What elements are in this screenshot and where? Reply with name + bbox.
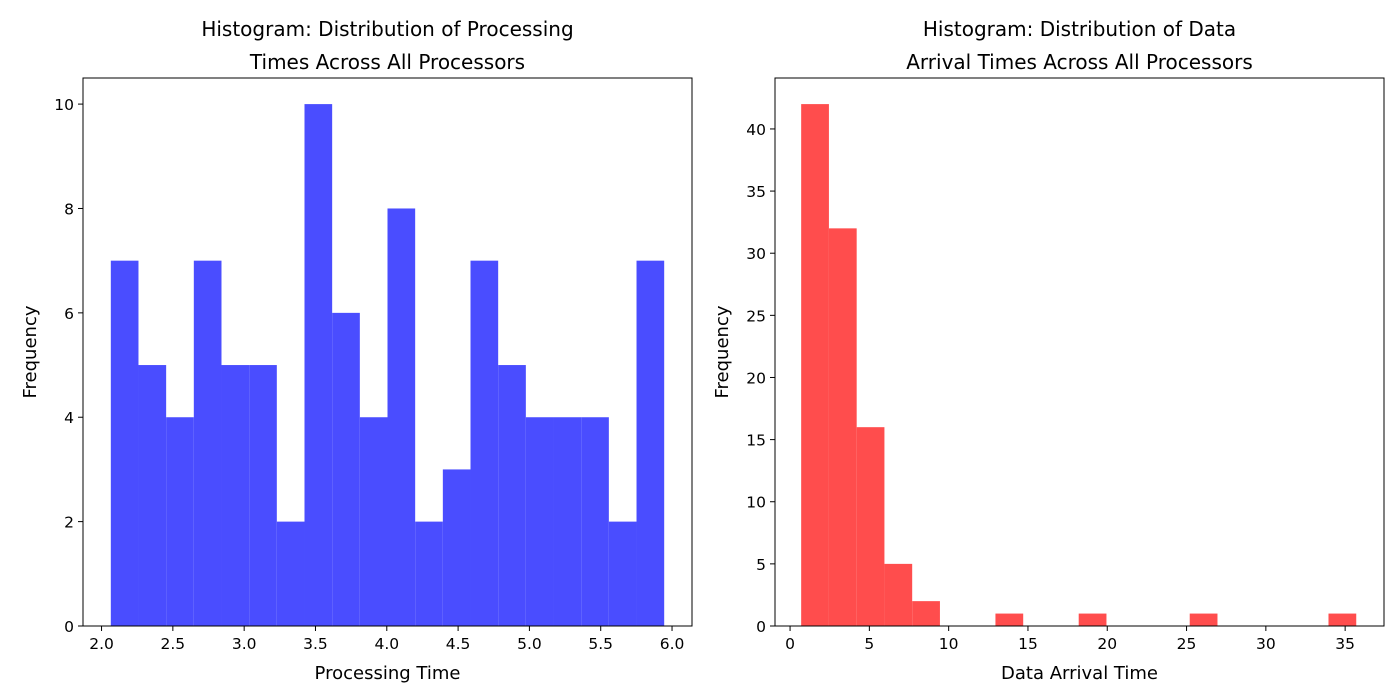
processing-bar-20 [636,260,665,626]
arrival-x-tick-label: 5 [864,635,874,653]
processing-y-tick-label: 10 [54,96,74,114]
arrival-y-tick-label: 25 [746,307,766,325]
arrival-time-histogram-panel: 0 5 10 15 20 25 30 35 0 5 10 15 20 25 30 35 40 Histogram:… [712,17,1385,684]
arrival-axes-frame [774,77,1385,627]
processing-bar-3 [166,417,194,626]
arrival-bar-2 [828,228,857,626]
arrival-bar-4 [884,563,913,626]
processing-bar-1 [110,260,139,626]
arrival-bar-11 [1078,613,1107,626]
processing-bar-5 [221,365,250,626]
processing-bar-18 [581,417,609,626]
arrival-y-tick-label: 10 [746,494,766,512]
arrival-bar-8 [995,613,1024,626]
processing-chart-title-line-1: Histogram: Distribution of Processing [201,17,573,41]
arrival-y-tick-label: 35 [746,183,766,201]
processing-x-tick-label: 2.0 [89,635,114,653]
arrival-y-axis-label: Frequency [712,305,733,398]
arrival-y-tick-label: 15 [746,432,766,450]
processing-bar-8 [304,104,333,627]
arrival-y-tick-label: 30 [746,245,766,263]
arrival-bar-15 [1189,613,1218,626]
processing-x-tick-label: 3.0 [232,635,257,653]
processing-x-tick-label: 4.0 [374,635,399,653]
arrival-x-axis-label: Data Arrival Time [1001,663,1158,684]
processing-y-tick-label: 4 [64,409,74,427]
arrival-x-tick-label: 15 [1018,635,1038,653]
processing-x-tick-label: 5.5 [588,635,613,653]
processing-axes-frame [82,77,693,627]
processing-bar-10 [359,417,388,626]
processing-bar-4 [193,260,222,626]
arrival-chart-title-line-2: Arrival Times Across All Processors [906,50,1253,74]
processing-bar-13 [442,469,471,626]
arrival-chart-title-line-1: Histogram: Distribution of Data [923,17,1236,41]
processing-y-tick-label: 6 [64,305,74,323]
processing-y-tick-label: 0 [64,618,74,636]
processing-x-tick-label: 2.5 [161,635,186,653]
arrival-y-tick-label: 0 [756,618,766,636]
processing-y-tick-label: 2 [64,514,74,532]
processing-x-tick-label: 6.0 [660,635,685,653]
processing-bar-2 [138,365,167,626]
processing-x-tick-label: 5.0 [517,635,542,653]
arrival-x-tick-label: 35 [1335,635,1355,653]
arrival-bar-5 [912,601,940,626]
processing-bar-19 [608,521,637,626]
arrival-bar-1 [801,104,829,627]
processing-chart-title-line-2: Times Across All Processors [249,50,525,74]
processing-x-axis-label: Processing Time [315,663,461,684]
processing-bar-14 [470,260,499,626]
processing-bar-17 [553,417,582,626]
processing-bar-9 [332,312,360,626]
arrival-x-tick-label: 20 [1097,635,1117,653]
processing-y-tick-label: 8 [64,200,74,218]
processing-bar-16 [525,417,554,626]
arrival-bar-3 [856,427,885,626]
arrival-bar-20 [1328,613,1357,626]
processing-bar-12 [415,521,443,626]
arrival-x-tick-label: 25 [1177,635,1197,653]
processing-x-tick-label: 3.5 [303,635,328,653]
processing-time-histogram-panel: 2.0 2.5 3.0 3.5 4.0 4.5 5.0 5.5 6.0 0 2 4 6 8 10 Histog… [20,17,693,684]
processing-bar-11 [387,208,416,626]
arrival-y-tick-label: 5 [756,556,766,574]
arrival-y-tick-label: 40 [746,121,766,139]
arrival-y-tick-label: 20 [746,369,766,387]
processing-x-tick-label: 4.5 [446,635,471,653]
arrival-x-tick-label: 30 [1256,635,1276,653]
processing-bar-15 [498,365,526,626]
processing-y-axis-label: Frequency [20,305,41,398]
processing-bar-7 [276,521,305,626]
processing-bar-6 [249,365,277,626]
arrival-x-tick-label: 10 [939,635,959,653]
arrival-x-tick-label: 0 [785,635,795,653]
